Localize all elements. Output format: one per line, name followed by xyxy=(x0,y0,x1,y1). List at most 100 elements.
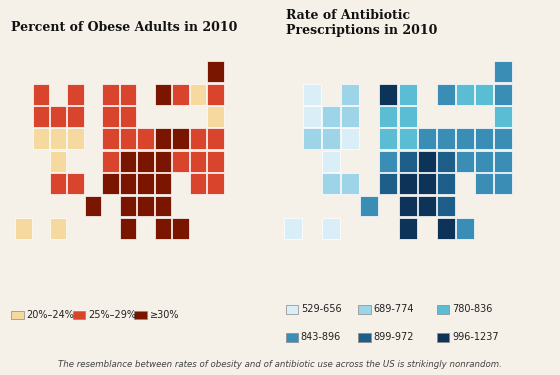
Bar xyxy=(190,151,206,172)
Bar xyxy=(137,129,154,149)
Bar xyxy=(102,84,119,105)
Bar xyxy=(207,151,223,172)
Bar xyxy=(102,106,119,127)
Bar xyxy=(32,129,49,149)
Bar xyxy=(456,151,474,172)
Text: 20%–24%: 20%–24% xyxy=(26,310,74,320)
Bar xyxy=(494,173,512,194)
Bar xyxy=(207,84,223,105)
Bar xyxy=(172,84,189,105)
Text: 689-774: 689-774 xyxy=(374,304,414,314)
Text: Percent of Obese Adults in 2010: Percent of Obese Adults in 2010 xyxy=(11,21,237,34)
Bar xyxy=(15,218,31,239)
Bar xyxy=(67,173,84,194)
Bar xyxy=(120,196,136,216)
Bar xyxy=(120,218,136,239)
Bar xyxy=(342,106,360,127)
Bar xyxy=(418,129,436,149)
Bar xyxy=(190,129,206,149)
Bar xyxy=(399,129,417,149)
Bar xyxy=(50,129,67,149)
Bar xyxy=(120,106,136,127)
Bar xyxy=(399,196,417,216)
Bar xyxy=(172,129,189,149)
Bar xyxy=(155,196,171,216)
Bar xyxy=(418,196,436,216)
Bar xyxy=(137,151,154,172)
Bar xyxy=(399,106,417,127)
Bar xyxy=(475,129,493,149)
Bar xyxy=(494,106,512,127)
Bar xyxy=(494,151,512,172)
Text: 529-656: 529-656 xyxy=(301,304,342,314)
Bar xyxy=(494,62,512,82)
Bar xyxy=(172,151,189,172)
Text: 843-896: 843-896 xyxy=(301,333,341,342)
Bar xyxy=(207,62,223,82)
Bar xyxy=(304,129,321,149)
Bar xyxy=(67,84,84,105)
Bar xyxy=(323,151,340,172)
Bar xyxy=(67,106,84,127)
Bar xyxy=(155,84,171,105)
Bar xyxy=(323,129,340,149)
Bar xyxy=(380,129,398,149)
Bar xyxy=(120,84,136,105)
Bar xyxy=(380,151,398,172)
Bar xyxy=(380,106,398,127)
Bar xyxy=(190,84,206,105)
Bar xyxy=(284,218,302,239)
Bar xyxy=(102,151,119,172)
Text: 996-1237: 996-1237 xyxy=(452,333,498,342)
Bar xyxy=(67,129,84,149)
Bar xyxy=(437,151,455,172)
Bar xyxy=(494,129,512,149)
Bar xyxy=(323,218,340,239)
Bar xyxy=(342,129,360,149)
Bar xyxy=(102,173,119,194)
Bar xyxy=(475,151,493,172)
Text: 25%–29%: 25%–29% xyxy=(88,310,136,320)
Bar xyxy=(456,129,474,149)
Bar xyxy=(50,106,67,127)
Bar xyxy=(323,173,340,194)
Bar xyxy=(437,218,455,239)
Bar xyxy=(120,129,136,149)
Bar xyxy=(207,129,223,149)
Bar xyxy=(437,84,455,105)
Bar xyxy=(456,84,474,105)
Bar xyxy=(475,173,493,194)
Text: 780-836: 780-836 xyxy=(452,304,492,314)
Bar xyxy=(155,173,171,194)
Bar xyxy=(207,106,223,127)
Bar xyxy=(380,84,398,105)
Bar xyxy=(342,84,360,105)
Bar xyxy=(399,218,417,239)
Bar xyxy=(456,218,474,239)
Bar xyxy=(437,173,455,194)
Bar xyxy=(323,106,340,127)
Bar xyxy=(50,218,67,239)
Bar xyxy=(137,196,154,216)
Bar xyxy=(418,151,436,172)
Bar xyxy=(32,84,49,105)
Bar xyxy=(155,151,171,172)
Text: Rate of Antibiotic
Prescriptions in 2010: Rate of Antibiotic Prescriptions in 2010 xyxy=(286,9,437,38)
Bar xyxy=(437,129,455,149)
Bar xyxy=(190,173,206,194)
Bar xyxy=(418,173,436,194)
Bar xyxy=(437,196,455,216)
Bar xyxy=(304,84,321,105)
Bar xyxy=(85,196,101,216)
Bar xyxy=(172,218,189,239)
Bar xyxy=(155,218,171,239)
Bar xyxy=(120,151,136,172)
Bar xyxy=(207,173,223,194)
Text: The resemblance between rates of obesity and of antibiotic use across the US is : The resemblance between rates of obesity… xyxy=(58,360,502,369)
Bar xyxy=(102,129,119,149)
Text: ≥30%: ≥30% xyxy=(150,310,179,320)
Bar xyxy=(50,173,67,194)
Bar xyxy=(304,106,321,127)
Bar xyxy=(120,173,136,194)
Text: 899-972: 899-972 xyxy=(374,333,414,342)
